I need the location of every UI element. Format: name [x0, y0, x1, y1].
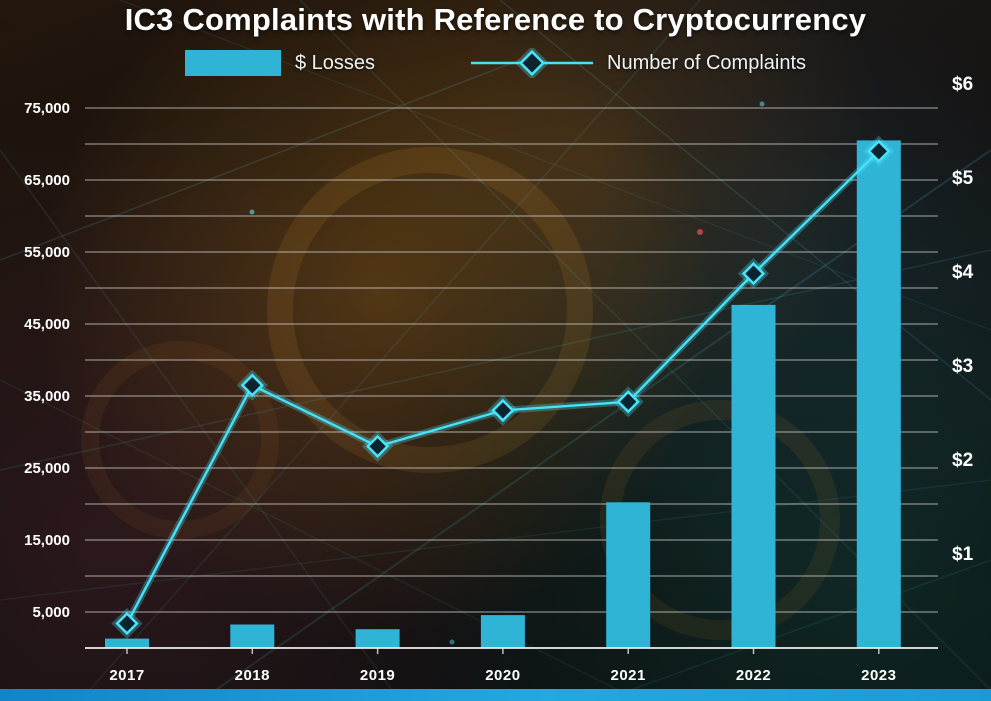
marker-2020	[487, 394, 519, 426]
gridlines	[85, 107, 938, 613]
marker-2021	[612, 386, 644, 418]
legend-complaints-label: Number of Complaints	[607, 51, 807, 74]
x-axis-label-2022: 2022	[736, 667, 771, 684]
coin-glow	[267, 147, 593, 473]
x-axis-label-2023: 2023	[861, 667, 896, 684]
right-axis-label: $5	[952, 168, 974, 189]
bar-2021	[606, 502, 651, 648]
left-axis-label: 15,000	[24, 532, 70, 549]
left-axis-label: 25,000	[24, 460, 70, 477]
left-axis-label: 45,000	[24, 316, 70, 333]
marker-2018	[236, 369, 268, 401]
right-axis-label: $2	[952, 450, 973, 471]
right-axis-labels: $6 $5 $4 $3 $2 $1	[952, 74, 974, 565]
losses-bars	[105, 140, 901, 648]
complaints-swatch-icon	[471, 48, 594, 78]
chart-title: IC3 Complaints with Reference to Cryptoc…	[124, 2, 867, 37]
coin-glow	[81, 341, 279, 539]
marker-2022	[737, 258, 770, 290]
marker-2017	[111, 607, 143, 640]
bottom-accent-bar	[0, 689, 991, 701]
losses-swatch-icon	[184, 50, 281, 76]
left-axis-label: 65,000	[24, 172, 70, 189]
right-axis-label: $3	[952, 356, 973, 377]
x-axis-labels: 2017 2018 2019 2020 2021 2022 2023	[109, 667, 896, 684]
legend-item-losses: $ Losses	[184, 49, 376, 77]
bar-2018	[230, 624, 275, 648]
right-axis-label: $1	[952, 544, 974, 565]
chart-legend: $ Losses Number of Complaints	[0, 48, 991, 78]
x-axis-label-2018: 2018	[235, 667, 270, 684]
x-axis-ticks	[126, 648, 880, 654]
marker-2023	[863, 135, 895, 167]
bar-2019	[355, 629, 400, 648]
x-axis-label-2017: 2017	[109, 667, 144, 684]
right-axis-label: $4	[952, 262, 974, 283]
x-axis-label-2021: 2021	[611, 667, 646, 684]
left-axis-label: 5,000	[32, 604, 70, 621]
legend-item-complaints: Number of Complaints	[471, 48, 806, 78]
bar-2020	[480, 615, 525, 648]
x-axis-label-2019: 2019	[360, 667, 395, 684]
legend-losses-label: $ Losses	[294, 51, 376, 74]
x-axis-label-2020: 2020	[485, 667, 520, 684]
bar-2022	[731, 304, 776, 648]
marker-2019	[362, 430, 394, 462]
left-axis-label: 35,000	[24, 388, 70, 405]
bar-2017	[105, 638, 149, 648]
right-axis-label: $6	[952, 74, 973, 95]
left-axis-label: 55,000	[24, 244, 70, 261]
complaints-markers	[111, 135, 895, 640]
bar-2023	[856, 140, 901, 648]
left-axis-labels: 75,000 65,000 55,000 45,000 35,000 25,000 15,0…	[24, 100, 70, 621]
left-axis-label: 75,000	[24, 100, 70, 117]
